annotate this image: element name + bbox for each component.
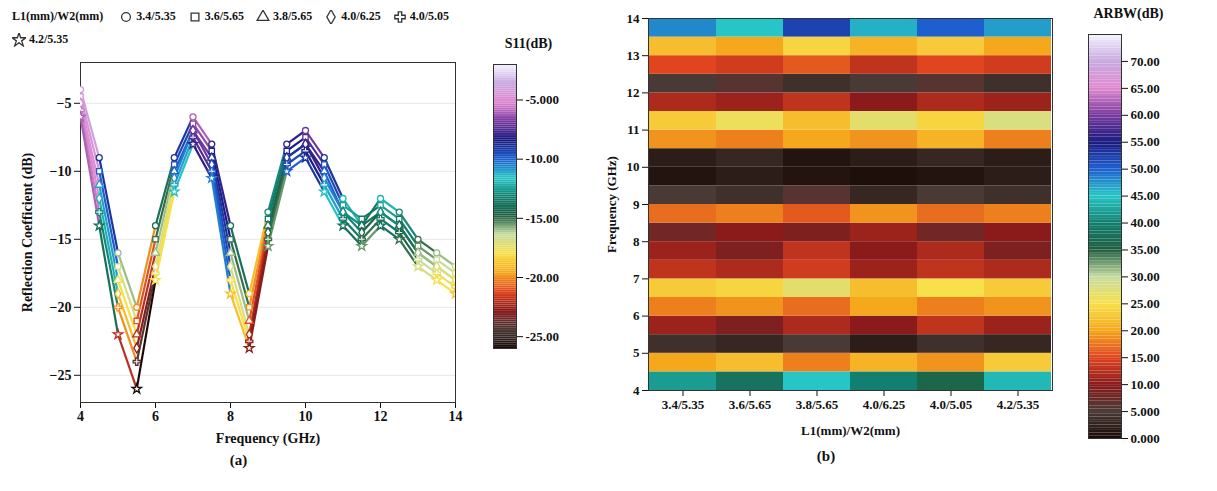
- svg-text:15.00: 15.00: [1131, 350, 1160, 365]
- html-text:4.0/5.05: 4.0/5.05: [409, 9, 449, 23]
- svg-text:14: 14: [627, 11, 641, 26]
- svg-text:-20.00: -20.00: [526, 270, 560, 285]
- html-text:(b): (b): [816, 448, 836, 464]
- svg-text:60.00: 60.00: [1131, 107, 1160, 122]
- svg-text:12: 12: [374, 409, 388, 424]
- svg-text:4.2/5.35: 4.2/5.35: [997, 397, 1040, 412]
- svg-text:11: 11: [627, 122, 639, 137]
- svg-text:4.0/5.05: 4.0/5.05: [930, 397, 973, 412]
- html-text:4.2/5.35: 4.2/5.35: [29, 32, 69, 46]
- svg-text:-10.00: -10.00: [526, 151, 560, 166]
- svg-text:55.00: 55.00: [1131, 134, 1160, 149]
- svg-text:20.00: 20.00: [1131, 323, 1160, 338]
- svg-text:6: 6: [633, 308, 640, 323]
- svg-text:30.00: 30.00: [1131, 269, 1160, 284]
- html-text:3.6/5.65: 3.6/5.65: [204, 9, 244, 23]
- svg-text:−20: −20: [50, 300, 72, 315]
- svg-text:10.00: 10.00: [1131, 377, 1160, 392]
- svg-text:12: 12: [627, 85, 640, 100]
- html-text:3.8/5.65: 3.8/5.65: [273, 9, 313, 23]
- svg-text:4: 4: [633, 383, 640, 398]
- svg-text:7: 7: [633, 271, 640, 286]
- svg-text:14: 14: [449, 409, 463, 424]
- svg-text:Frequency (GHz): Frequency (GHz): [216, 431, 321, 447]
- svg-text:6: 6: [152, 409, 159, 424]
- svg-text:L1(mm)/W2(mm): L1(mm)/W2(mm): [801, 423, 900, 438]
- svg-text:4: 4: [77, 409, 84, 424]
- svg-text:65.00: 65.00: [1131, 81, 1160, 96]
- svg-text:Frequency (GHz): Frequency (GHz): [604, 156, 619, 253]
- svg-text:13: 13: [627, 48, 641, 63]
- svg-text:-15.00: -15.00: [526, 210, 560, 225]
- html-text:3.4/5.35: 3.4/5.35: [136, 9, 176, 23]
- svg-text:−15: −15: [50, 232, 72, 247]
- svg-text:3.6/5.65: 3.6/5.65: [729, 397, 772, 412]
- svg-text:8: 8: [633, 234, 640, 249]
- svg-text:40.00: 40.00: [1131, 215, 1160, 230]
- svg-text:3.4/5.35: 3.4/5.35: [662, 397, 705, 412]
- svg-text:-25.00: -25.00: [526, 329, 560, 344]
- svg-text:35.00: 35.00: [1131, 242, 1160, 257]
- svg-text:0.000: 0.000: [1131, 431, 1160, 446]
- html-text:S11(dB): S11(dB): [504, 36, 553, 51]
- svg-text:−10: −10: [50, 164, 72, 179]
- svg-text:−5: −5: [57, 96, 72, 111]
- svg-text:4.0/6.25: 4.0/6.25: [863, 397, 906, 412]
- svg-text:Reflection Coefficient (dB): Reflection Coefficient (dB): [20, 152, 36, 312]
- svg-text:10: 10: [627, 159, 640, 174]
- html-text:ARBW(dB): ARBW(dB): [1093, 6, 1164, 21]
- svg-text:−25: −25: [50, 368, 72, 383]
- svg-text:25.00: 25.00: [1131, 296, 1160, 311]
- svg-text:3.8/5.65: 3.8/5.65: [796, 397, 839, 412]
- html-text:4.0/6.25: 4.0/6.25: [341, 9, 381, 23]
- svg-text:-5.000: -5.000: [526, 92, 560, 107]
- svg-text:8: 8: [227, 409, 234, 424]
- html-text:(a): (a): [229, 452, 248, 468]
- svg-text:5: 5: [633, 345, 640, 360]
- svg-text:50.00: 50.00: [1131, 161, 1160, 176]
- svg-text:10: 10: [299, 409, 313, 424]
- svg-text:5.000: 5.000: [1131, 404, 1160, 419]
- html-text:L1(mm)/W2(mm): L1(mm)/W2(mm): [12, 9, 104, 23]
- svg-text:45.00: 45.00: [1131, 188, 1160, 203]
- svg-text:70.00: 70.00: [1131, 54, 1160, 69]
- svg-text:9: 9: [633, 197, 640, 212]
